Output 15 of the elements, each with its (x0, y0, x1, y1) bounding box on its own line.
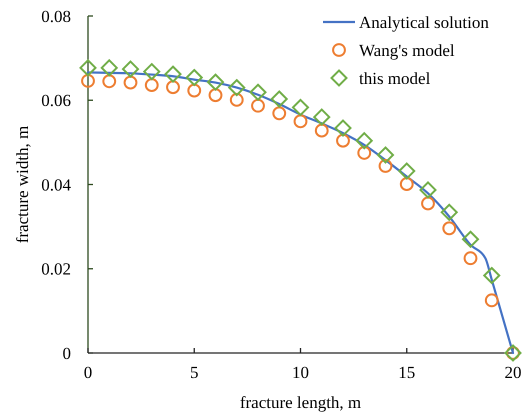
x-tick-label: 10 (292, 363, 309, 382)
y-tick-label: 0.06 (41, 91, 71, 110)
x-axis-title: fracture length, m (240, 393, 362, 412)
y-axis-title: fracture width, m (13, 126, 32, 244)
legend-label: Wang's model (359, 40, 455, 60)
x-tick-label: 5 (190, 363, 198, 382)
x-tick-label: 0 (84, 363, 92, 382)
legend-label: this model (359, 68, 431, 88)
y-tick-label: 0.04 (41, 175, 72, 194)
x-tick-label: 20 (504, 363, 522, 382)
x-tick-label: 15 (398, 363, 416, 382)
y-tick-label: 0.02 (41, 260, 71, 279)
y-tick-label: 0.08 (41, 6, 71, 26)
y-tick-label: 0 (62, 344, 71, 363)
legend-label: Analytical solution (359, 12, 490, 32)
